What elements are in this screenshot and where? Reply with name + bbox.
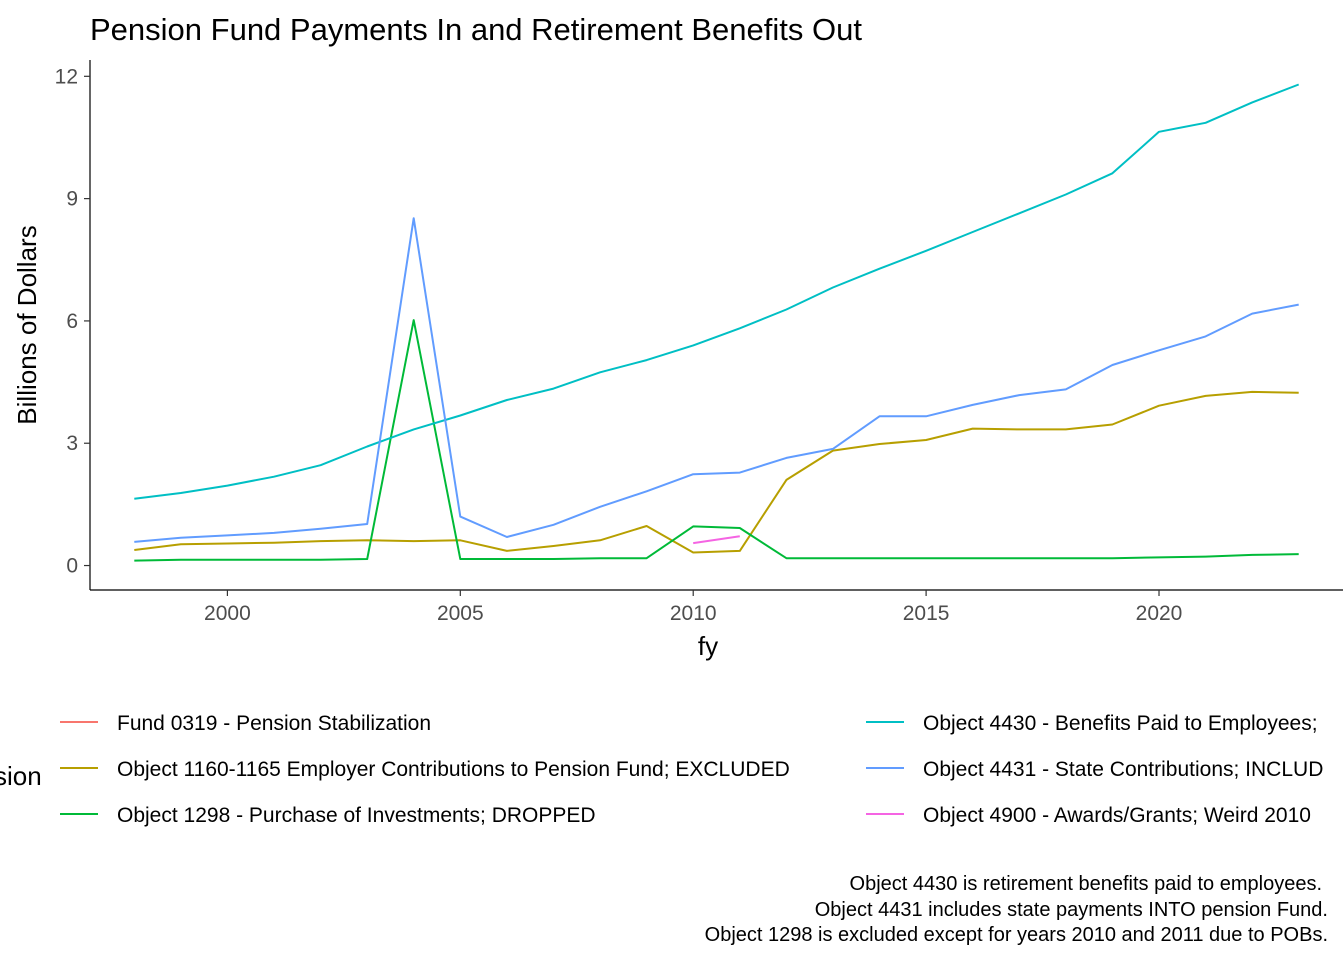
x-tick-label: 2020 <box>1136 602 1183 625</box>
legend-title: sion <box>0 761 42 791</box>
series-line-2 <box>134 319 1299 562</box>
x-tick-label: 2010 <box>670 602 717 625</box>
y-tick-label: 3 <box>66 432 78 455</box>
x-tick-label: 2015 <box>903 602 950 625</box>
caption-line-2: Object 4431 includes state payments INTO… <box>815 899 1328 921</box>
legend-item: Object 4431 - State Contributions; INCLU… <box>866 758 1323 781</box>
legend-item: Object 4900 - Awards/Grants; Weird 2010 <box>866 804 1311 827</box>
plot-lines <box>134 83 1300 562</box>
y-tick-label: 12 <box>55 65 78 88</box>
y-tick-label: 9 <box>66 188 78 211</box>
y-axis-title: Billions of Dollars <box>12 225 42 424</box>
x-axis-title: fy <box>698 631 718 661</box>
chart-title: Pension Fund Payments In and Retirement … <box>90 12 862 47</box>
series-line-5 <box>693 535 740 545</box>
series-line-4 <box>134 217 1299 543</box>
caption-line-1: Object 4430 is retirement benefits paid … <box>850 873 1322 895</box>
caption: Object 4430 is retirement benefits paid … <box>705 873 1328 946</box>
legend-item: Fund 0319 - Pension Stabilization <box>60 712 431 735</box>
legend-item: Object 1298 - Purchase of Investments; D… <box>60 804 596 827</box>
y-tick-label: 0 <box>66 555 78 578</box>
caption-line-3: Object 1298 is excluded except for years… <box>705 924 1328 946</box>
legend-item: Object 1160-1165 Employer Contributions … <box>60 758 790 781</box>
series-line-3 <box>134 83 1300 500</box>
legend-label: Object 4430 - Benefits Paid to Employees… <box>923 712 1318 735</box>
legend-label: Fund 0319 - Pension Stabilization <box>117 712 431 735</box>
x-ticks: 2000 2005 2010 2015 2020 <box>204 590 1182 625</box>
legend-item: Object 4430 - Benefits Paid to Employees… <box>866 712 1318 735</box>
legend-label: Object 4900 - Awards/Grants; Weird 2010 <box>923 804 1311 827</box>
legend-label: Object 1298 - Purchase of Investments; D… <box>117 804 596 827</box>
legend-label: Object 4431 - State Contributions; INCLU… <box>923 758 1323 781</box>
legend-label: Object 1160-1165 Employer Contributions … <box>117 758 790 781</box>
y-ticks: 0 3 6 9 12 <box>55 65 90 578</box>
x-tick-label: 2000 <box>204 602 251 625</box>
x-tick-label: 2005 <box>437 602 484 625</box>
series-line-1 <box>134 390 1299 554</box>
legend: Fund 0319 - Pension Stabilization Object … <box>60 712 1323 827</box>
y-tick-label: 6 <box>66 310 78 333</box>
